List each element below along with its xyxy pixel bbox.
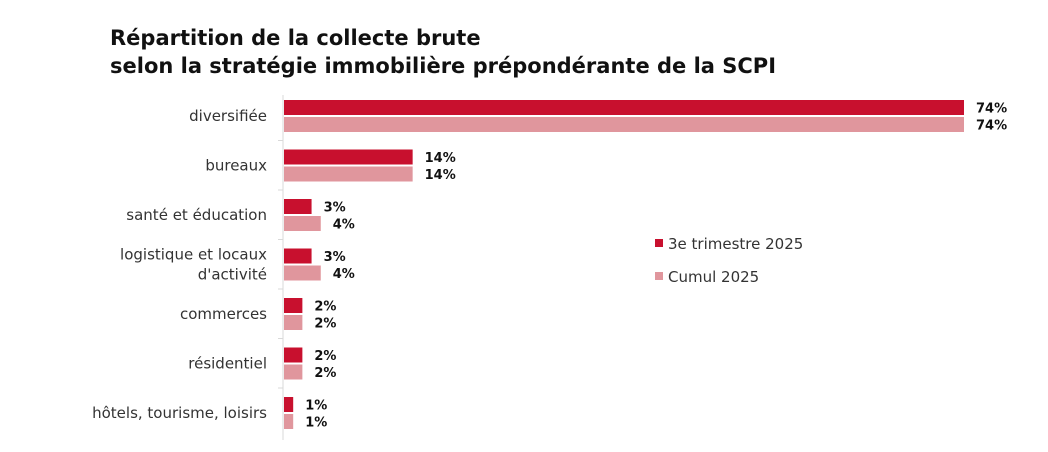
data-label-cumul: 74% (976, 119, 1007, 134)
legend-label: Cumul 2025 (668, 268, 759, 286)
bar-3e-trimestre (284, 397, 294, 412)
bar-3e-trimestre (284, 149, 413, 165)
data-label-3e-trimestre: 14% (425, 151, 456, 166)
data-label-3e-trimestre: 1% (305, 399, 327, 414)
bar-3e-trimestre (284, 100, 964, 115)
bar-cumul (284, 265, 321, 281)
data-label-3e-trimestre: 2% (314, 300, 336, 315)
legend-swatch (655, 272, 663, 280)
legend-label: 3e trimestre 2025 (668, 235, 803, 253)
data-label-3e-trimestre: 74% (976, 102, 1007, 117)
data-label-cumul: 14% (425, 168, 456, 183)
category-label: logistique et locaux d'activité (120, 246, 267, 284)
category-label: santé et éducation (126, 206, 267, 224)
chart-title-line-2: selon la stratégie immobilière prépondér… (110, 54, 777, 78)
bar-cumul (284, 364, 303, 380)
data-label-3e-trimestre: 3% (324, 201, 346, 216)
category-label: diversifiée (189, 107, 267, 125)
data-label-cumul: 2% (314, 317, 336, 332)
bar-3e-trimestre (284, 199, 312, 214)
data-label-cumul: 4% (333, 218, 355, 233)
bar-cumul (284, 117, 964, 132)
category-label: commerces (180, 305, 267, 323)
data-label-cumul: 4% (333, 267, 355, 282)
legend-swatch (655, 239, 663, 247)
data-label-cumul: 1% (305, 416, 327, 431)
bar-cumul (284, 166, 413, 182)
bar-cumul (284, 315, 303, 330)
bar-3e-trimestre (284, 248, 312, 264)
data-label-3e-trimestre: 2% (314, 349, 336, 364)
category-label: résidentiel (188, 355, 267, 373)
category-label: bureaux (205, 157, 267, 175)
chart-title-line-1: Répartition de la collecte brute (110, 26, 481, 50)
bar-3e-trimestre (284, 347, 303, 363)
category-label: hôtels, tourisme, loisirs (92, 404, 267, 422)
data-label-3e-trimestre: 3% (324, 250, 346, 265)
chart-title: Répartition de la collecte brute selon l… (110, 24, 776, 80)
bar-3e-trimestre (284, 298, 303, 313)
bar-cumul (284, 216, 321, 231)
data-label-cumul: 2% (314, 366, 336, 381)
bar-cumul (284, 414, 294, 429)
